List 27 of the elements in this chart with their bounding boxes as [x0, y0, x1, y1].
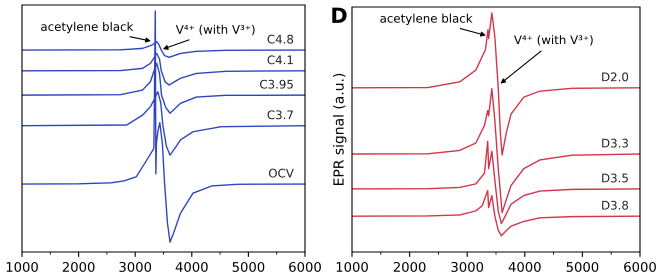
x-tick-label: 6000: [624, 262, 656, 272]
annotation: acetylene black: [380, 14, 473, 26]
annotation: V⁴⁺ (with V³⁺): [514, 35, 593, 46]
x-tick-label: 3000: [119, 262, 152, 272]
series-label: OCV: [268, 168, 294, 178]
x-tick-label: 4000: [508, 262, 541, 272]
x-tick-label: 1000: [336, 262, 368, 272]
x-tick-label: 5000: [566, 262, 598, 272]
series-label: C3.95: [260, 80, 293, 89]
series-label: D3.8: [602, 200, 628, 210]
x-tick-label: 5000: [232, 262, 264, 272]
text: D: [332, 8, 347, 23]
x-tick-label: 4000: [176, 262, 208, 272]
x-tick-label: 2000: [394, 262, 426, 272]
series-label: D3.3: [602, 138, 628, 148]
x-tick-label: 2000: [62, 262, 95, 272]
y-axis-title: EPR signal (a.u.): [333, 74, 346, 185]
series-label: C4.8: [268, 34, 294, 44]
annotation: V⁴⁺ (with V³⁺): [176, 24, 255, 36]
x-tick-label: 1000: [6, 262, 38, 272]
x-tick-label: 3000: [451, 262, 484, 272]
series-label: C3.7: [268, 110, 293, 120]
series-label: C4.1: [268, 55, 293, 64]
series-label: D2.0: [602, 72, 628, 82]
x-tick-label: 6000: [289, 262, 321, 272]
series-label: D3.5: [602, 174, 628, 182]
annotation: acetylene black: [41, 22, 134, 34]
